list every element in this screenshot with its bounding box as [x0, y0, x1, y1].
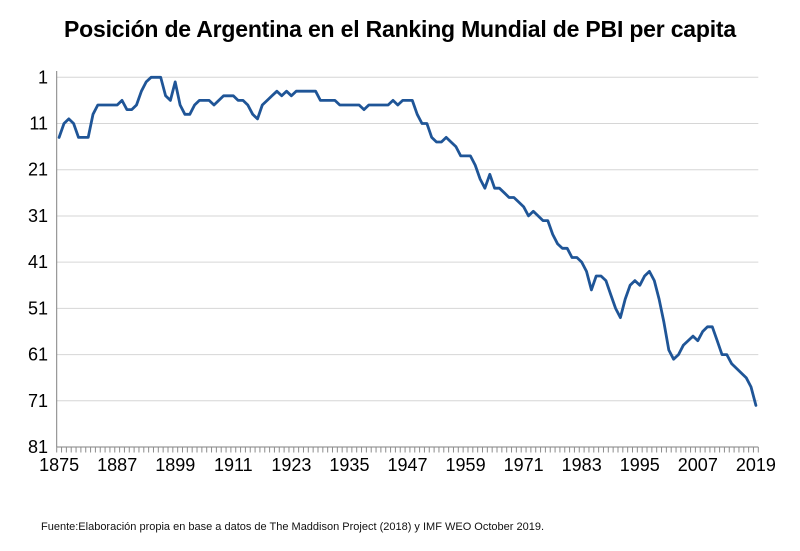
x-tick-label: 1995	[620, 455, 660, 475]
x-tick-label: 2019	[736, 455, 776, 475]
data-line	[57, 75, 758, 407]
x-tick-label: 1899	[155, 455, 195, 475]
y-tick-label: 41	[28, 252, 48, 272]
x-tick-label: 1887	[97, 455, 137, 475]
x-tick-label: 1983	[562, 455, 602, 475]
y-tick-label: 21	[28, 160, 48, 180]
x-tick-label: 1923	[271, 455, 311, 475]
x-tick-label: 1935	[329, 455, 369, 475]
y-tick-label: 11	[29, 114, 48, 134]
x-tick-label: 1875	[39, 455, 79, 475]
chart-title: Posición de Argentina en el Ranking Mund…	[64, 16, 736, 42]
y-tick-label: 51	[28, 298, 48, 318]
x-tick-label: 2007	[678, 455, 718, 475]
y-tick-label: 1	[38, 67, 48, 87]
x-tick-label: 1959	[446, 455, 486, 475]
y-tick-label: 31	[28, 206, 48, 226]
y-tick-label: 61	[28, 345, 48, 365]
x-tick-label: 1971	[504, 455, 544, 475]
x-tick-label: 1911	[214, 455, 253, 475]
source-note: Fuente:Elaboración propia en base a dato…	[41, 521, 545, 533]
x-tick-label: 1947	[387, 455, 427, 475]
y-tick-label: 71	[28, 391, 48, 411]
y-tick-label: 81	[28, 437, 48, 457]
